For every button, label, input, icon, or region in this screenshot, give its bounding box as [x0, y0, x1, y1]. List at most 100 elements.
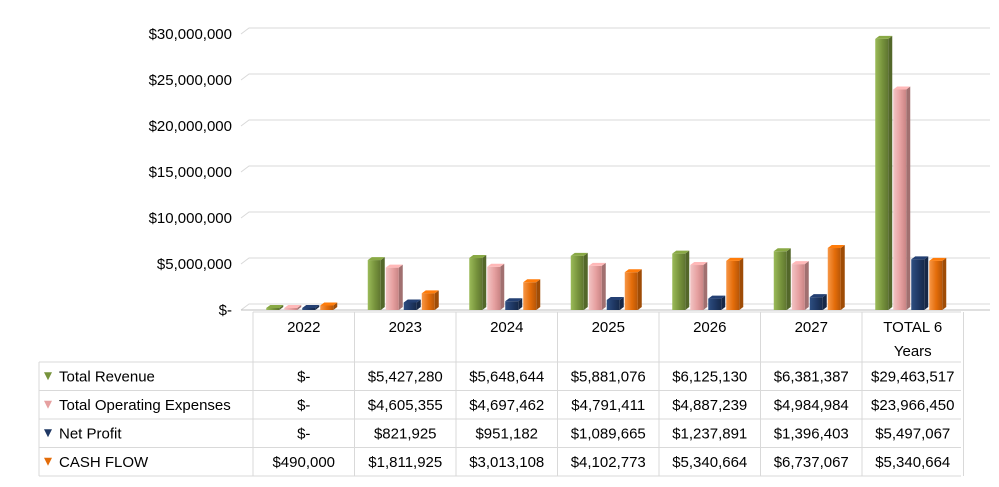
bar-front	[505, 301, 519, 310]
bar-top	[624, 269, 642, 273]
bar-side	[619, 296, 624, 310]
y-tick-label: $15,000,000	[149, 164, 232, 181]
bar-net-profit-2027	[809, 294, 827, 310]
bar-top	[266, 305, 284, 308]
gridline	[240, 119, 990, 127]
bar-side	[685, 250, 690, 310]
data-label: $4,697,462	[469, 397, 544, 414]
bar-net-profit-2024	[505, 298, 523, 310]
category-label: 2026	[693, 319, 726, 336]
y-tick-label: $30,000,000	[149, 26, 232, 43]
bar-total-operating-expenses-2027	[791, 261, 809, 310]
bar-top	[606, 296, 624, 300]
y-tick-label: $25,000,000	[149, 72, 232, 89]
bar-side	[942, 257, 947, 310]
legend-label: Net Profit	[59, 425, 122, 442]
category-label: 2024	[490, 319, 523, 336]
category-label: 2023	[389, 319, 422, 336]
bar-side	[739, 257, 744, 310]
category-label: 2022	[287, 319, 320, 336]
bar-total-revenue-2022	[266, 305, 284, 310]
bar-top	[421, 290, 439, 294]
bar-top	[570, 252, 588, 256]
bar-cash-flow-2022	[320, 302, 338, 310]
bar-side	[434, 290, 439, 310]
bar-front	[690, 265, 704, 310]
bar-total-revenue-2026	[672, 250, 690, 310]
gridlines	[240, 27, 990, 311]
bar-front	[773, 251, 787, 310]
bar-side	[380, 257, 385, 310]
data-label: $4,984,984	[774, 397, 849, 414]
bar-top	[505, 298, 523, 302]
bar-front	[487, 266, 501, 310]
bar-side	[315, 305, 320, 310]
bar-side	[721, 295, 726, 310]
data-label: $5,427,280	[368, 368, 443, 385]
bar-total-revenue-2025	[570, 252, 588, 310]
gridline	[240, 211, 990, 219]
bar-top	[773, 248, 791, 252]
bar-total-operating-expenses-total-6-years	[893, 86, 911, 310]
bar-side	[804, 261, 809, 310]
bar-top	[588, 262, 606, 266]
bar-cash-flow-total-6-years	[929, 257, 947, 310]
bar-front	[893, 89, 907, 310]
legend-marker	[44, 457, 52, 466]
y-tick-label: $20,000,000	[149, 118, 232, 135]
bar-top	[672, 250, 690, 254]
data-label: $1,089,665	[571, 425, 646, 442]
legend-marker	[44, 429, 52, 438]
bar-top	[893, 86, 911, 90]
bar-side	[888, 35, 893, 311]
data-label: $1,237,891	[672, 425, 747, 442]
bar-top	[791, 261, 809, 265]
bar-net-profit-total-6-years	[911, 256, 929, 310]
bar-side	[297, 305, 302, 310]
data-label: $5,340,664	[672, 454, 747, 471]
category-label: Years	[894, 343, 932, 360]
data-table: 2022 2023 2024 2025 2026 2027 TOTAL 6 Years Tota…	[38, 311, 964, 477]
bar-front	[302, 308, 316, 310]
legend-key-total-operating-expenses	[44, 400, 52, 409]
bar-front	[875, 38, 889, 311]
bar-front	[791, 264, 805, 310]
data-label: $5,497,067	[875, 425, 950, 442]
bar-front	[809, 297, 823, 310]
bar-front	[320, 305, 334, 310]
bar-front	[708, 298, 722, 310]
bar-net-profit-2022	[302, 305, 320, 310]
bar-top	[708, 295, 726, 299]
data-label: $-	[297, 425, 310, 442]
data-label: $5,881,076	[571, 368, 646, 385]
data-label: $951,182	[475, 425, 538, 442]
legend-key-total-revenue	[44, 372, 52, 381]
y-tick-label: $5,000,000	[157, 256, 232, 273]
data-label: $490,000	[272, 454, 335, 471]
bar-front	[403, 302, 417, 310]
bars	[266, 35, 947, 311]
bar-front	[929, 260, 943, 310]
bar-front	[672, 253, 686, 310]
bar-cash-flow-2024	[523, 279, 541, 310]
bar-side	[786, 248, 791, 310]
y-axis: $- $5,000,000 $10,000,000 $15,000,000 $20,00…	[149, 26, 232, 319]
data-label: $4,102,773	[571, 454, 646, 471]
bar-front	[588, 265, 602, 310]
bar-side	[482, 255, 487, 310]
legend-key-net-profit	[44, 429, 52, 438]
bar-front	[827, 248, 841, 310]
bar-front	[726, 260, 740, 310]
bar-front	[284, 308, 298, 310]
bar-top	[827, 245, 845, 249]
bar-front	[469, 258, 483, 310]
data-label: $4,791,411	[571, 397, 645, 414]
legend-label: Total Revenue	[59, 368, 155, 385]
bar-cash-flow-2023	[421, 290, 439, 310]
bar-side	[583, 252, 588, 310]
bar-total-revenue-2024	[469, 255, 487, 310]
bar-side	[840, 245, 845, 310]
data-label: $6,381,387	[774, 368, 849, 385]
data-label: $821,925	[374, 425, 437, 442]
